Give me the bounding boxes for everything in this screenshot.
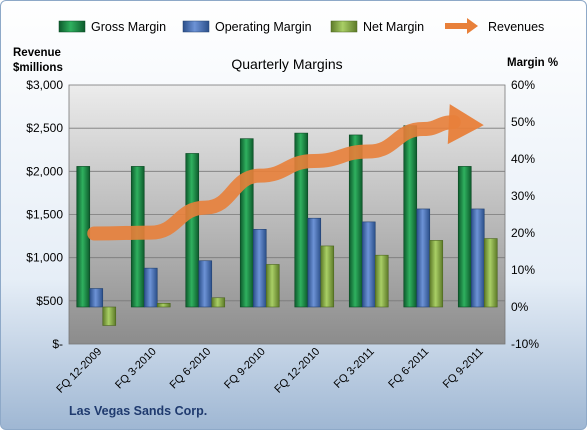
revenues-arrowhead (447, 104, 484, 145)
category-label: FQ 3-2011 (332, 346, 377, 391)
operating-margin-bar (361, 221, 376, 308)
right-axis-ticks: -10% 0% 10% 20% 30% 40% 50% 60% (511, 78, 539, 351)
operating-margin-bar (143, 267, 158, 308)
operating-margin-bar (470, 208, 485, 308)
left-tick-label: $1,000 (26, 251, 63, 265)
gross-margin-bar (348, 134, 363, 308)
net-margin-bar (102, 306, 117, 326)
right-tick-label: 0% (511, 300, 529, 314)
chart-title: Quarterly Margins (231, 56, 342, 72)
left-tick-label: $2,000 (26, 164, 63, 178)
category-label: FQ 9-2011 (441, 346, 486, 391)
left-tick-label: $- (52, 337, 63, 351)
gross-margin-bar (403, 125, 418, 308)
net-margin-bar (156, 302, 171, 308)
gross-margin-bar (457, 166, 472, 308)
legend-swatch-gross-margin (58, 20, 86, 33)
operating-margin-bar (89, 288, 104, 308)
right-tick-label: 20% (511, 226, 535, 240)
operating-margin-bar (416, 208, 431, 308)
left-tick-label: $1,500 (26, 208, 63, 222)
right-tick-label: 40% (511, 152, 535, 166)
left-tick-label: $2,500 (26, 121, 63, 135)
net-margin-bar (211, 297, 226, 308)
operating-margin-bar (307, 217, 322, 308)
right-tick-label: -10% (511, 337, 539, 351)
left-tick-label: $500 (36, 294, 63, 308)
legend-label-gross-margin: Gross Margin (91, 20, 166, 34)
left-axis-title-line1: Revenue (13, 47, 61, 59)
revenues-line-path (87, 115, 461, 241)
left-axis-title-line2: $millions (13, 62, 63, 74)
category-label: FQ 12-2009 (54, 346, 104, 396)
left-axis-ticks: $- $500 $1,000 $1,500 $2,000 $2,500 $3,000 (26, 78, 63, 351)
legend-label-revenues: Revenues (488, 20, 544, 34)
right-axis-title: Margin % (507, 57, 558, 69)
operating-margin-bar (252, 229, 267, 308)
left-tick-label: $3,000 (26, 78, 63, 92)
net-margin-bar (483, 238, 498, 308)
category-label: FQ 6-2010 (168, 346, 214, 392)
net-margin-bar (320, 245, 335, 308)
company-name: Las Vegas Sands Corp. (69, 404, 207, 418)
category-label: FQ 3-2010 (113, 346, 159, 392)
category-label: FQ 9-2010 (222, 346, 268, 392)
legend: Gross Margin Operating Margin Net Margin… (58, 18, 544, 34)
legend-label-operating-margin: Operating Margin (215, 20, 312, 34)
gross-margin-bar (185, 153, 200, 308)
legend-swatch-operating-margin (182, 20, 210, 33)
net-margin-bar (374, 254, 389, 308)
right-tick-label: 10% (511, 263, 535, 277)
gross-margin-bar (76, 166, 91, 308)
gross-margin-bar (239, 138, 254, 308)
net-margin-bar (265, 264, 280, 308)
right-tick-label: 30% (511, 189, 535, 203)
right-tick-label: 60% (511, 78, 535, 92)
revenues-line (87, 104, 484, 241)
net-margin-bar (429, 240, 444, 308)
category-label: FQ 12-2010 (272, 346, 322, 396)
operating-margin-bar (198, 260, 213, 308)
legend-swatch-revenues-arrow (445, 18, 478, 34)
legend-label-net-margin: Net Margin (363, 20, 424, 34)
category-labels: FQ 12-2009 FQ 3-2010 FQ 6-2010 FQ 9-2010 FQ … (54, 346, 485, 396)
legend-swatch-net-margin (330, 20, 358, 33)
right-tick-label: 50% (511, 115, 535, 129)
category-label: FQ 6-2011 (386, 346, 431, 391)
